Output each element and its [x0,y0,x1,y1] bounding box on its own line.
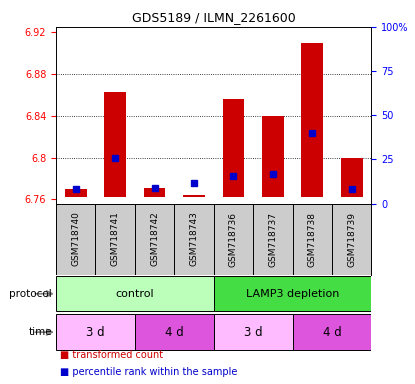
Text: 4 d: 4 d [322,326,342,339]
Bar [214,314,293,350]
Text: ■ transformed count: ■ transformed count [60,350,163,360]
Text: time: time [28,327,52,337]
Text: GSM718737: GSM718737 [269,212,277,266]
Bar [301,43,323,197]
Bar [183,195,205,197]
Bar [214,276,371,311]
Title: GDS5189 / ILMN_2261600: GDS5189 / ILMN_2261600 [132,11,295,24]
Text: LAMP3 depletion: LAMP3 depletion [246,289,339,299]
Text: GSM718736: GSM718736 [229,212,238,266]
Bar [56,314,135,350]
Text: ■ percentile rank within the sample: ■ percentile rank within the sample [60,367,237,377]
Text: GSM718738: GSM718738 [308,212,317,266]
Text: GSM718740: GSM718740 [71,212,80,266]
Bar [293,314,371,350]
Bar [135,314,214,350]
Text: protocol: protocol [9,289,52,299]
Bar [56,276,214,311]
Text: GSM718739: GSM718739 [347,212,356,266]
Text: 4 d: 4 d [165,326,184,339]
Text: control: control [115,289,154,299]
Bar [262,116,284,197]
Text: GSM718743: GSM718743 [190,212,198,266]
Bar [222,99,244,197]
Text: 3 d: 3 d [244,326,262,339]
Bar [104,92,126,197]
Text: GSM718742: GSM718742 [150,212,159,266]
Text: GSM718741: GSM718741 [111,212,120,266]
Bar [65,189,87,197]
Text: 3 d: 3 d [86,326,105,339]
Bar [341,157,363,197]
Bar [144,188,166,197]
